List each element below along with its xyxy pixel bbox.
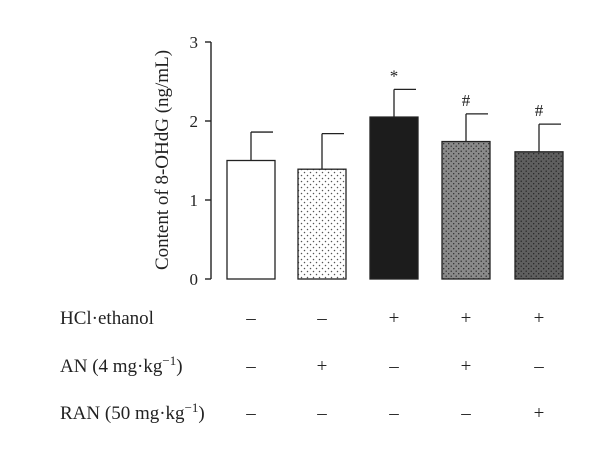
treatment-sign: +: [389, 308, 400, 329]
treatment-table: HCl·ethanol – – + + + AN (4 mg·kg−1) – + – + – RAN (…: [60, 308, 544, 424]
y-axis-label: Content of 8-OHdG (ng/mL): [152, 50, 173, 270]
bar: [369, 116, 419, 280]
treatment-sign: –: [245, 356, 256, 377]
treatment-label: RAN (50 mg·kg−1): [60, 400, 205, 424]
treatment-sign: –: [388, 403, 399, 424]
significance-mark: #: [462, 91, 471, 110]
significance-mark: *: [390, 66, 399, 85]
significance-mark: #: [535, 101, 544, 120]
treatment-sign: –: [316, 308, 327, 329]
treatment-sign: –: [388, 356, 399, 377]
y-tick-label: 0: [190, 270, 199, 289]
plot-area: 0 1 2 3 * # #: [190, 33, 564, 289]
treatment-sign: –: [316, 403, 327, 424]
treatment-sign: –: [245, 403, 256, 424]
y-tick-label: 2: [190, 112, 199, 131]
bar: [514, 151, 564, 280]
y-tick-label: 3: [190, 33, 199, 52]
treatment-sign: +: [461, 356, 472, 377]
treatment-sign: –: [460, 403, 471, 424]
bar: [441, 140, 491, 280]
treatment-sign: +: [317, 356, 328, 377]
treatment-label: HCl·ethanol: [60, 308, 154, 329]
bar: [297, 168, 347, 280]
treatment-sign: –: [533, 356, 544, 377]
treatment-sign: +: [534, 403, 545, 424]
treatment-sign: +: [534, 308, 545, 329]
treatment-sign: –: [245, 308, 256, 329]
bar: [226, 159, 276, 280]
treatment-label: AN (4 mg·kg−1): [60, 353, 183, 377]
treatment-sign: +: [461, 308, 472, 329]
y-tick-label: 1: [190, 191, 199, 210]
